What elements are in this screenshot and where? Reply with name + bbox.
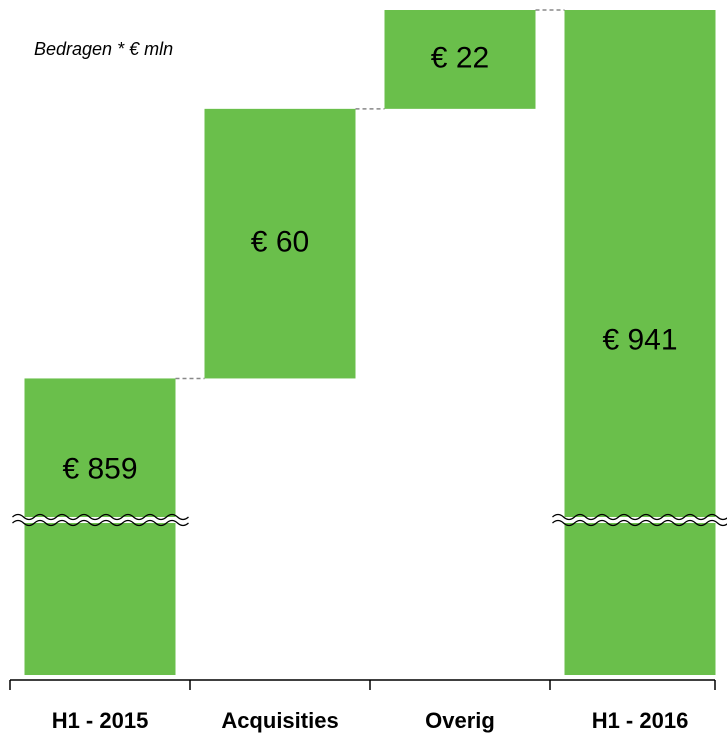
x-tick-label: H1 - 2015: [52, 708, 149, 733]
data-label: € 22: [431, 41, 489, 74]
x-tick-label: Overig: [425, 708, 495, 733]
bar: [384, 10, 536, 109]
axis-break: [12, 513, 189, 521]
x-tick-label: Acquisities: [221, 708, 338, 733]
data-label: € 60: [251, 226, 309, 259]
x-tick-label: H1 - 2016: [592, 708, 689, 733]
data-label: € 941: [602, 323, 677, 356]
axis-break: [12, 519, 189, 527]
axis-break-gap: [12, 517, 188, 523]
axis-break-gap: [552, 517, 727, 523]
axis-break: [552, 519, 727, 527]
bar: [564, 10, 716, 675]
data-label: € 859: [62, 452, 137, 485]
bar: [24, 378, 176, 675]
axis-break: [552, 513, 727, 521]
chart-subtitle: Bedragen * € mln: [34, 39, 173, 59]
bar: [204, 108, 356, 379]
